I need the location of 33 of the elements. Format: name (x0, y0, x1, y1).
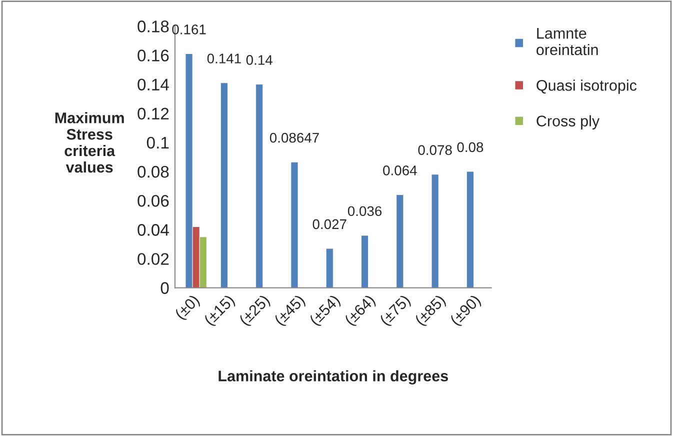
x-tick-label: (±0) (174, 294, 202, 322)
data-label: 0.036 (348, 206, 382, 216)
y-axis-title: Maximum Stress criteria values (55, 112, 124, 173)
data-label: 0.08647 (270, 132, 319, 143)
y-tick-label: 0.06 (138, 194, 169, 207)
data-label: 0.078 (418, 145, 452, 155)
data-label: 0.027 (312, 219, 346, 230)
bar (256, 84, 264, 288)
data-label: 0.08 (457, 142, 484, 152)
bar (431, 174, 439, 288)
y-tick-label: 0 (160, 282, 169, 294)
bar (396, 194, 404, 288)
legend-label: Quasi isotropic (536, 80, 637, 94)
y-tick-label: 0.1 (146, 136, 169, 149)
y-tick-label: 0.04 (138, 224, 169, 236)
data-label: 0.141 (207, 54, 241, 64)
bar (466, 171, 474, 288)
y-tick-label: 0.08 (138, 166, 169, 178)
bar (361, 235, 368, 288)
bar (290, 162, 298, 288)
y-tick-label: 0.14 (138, 78, 169, 90)
y-tick-label: 0.16 (138, 50, 169, 62)
data-label: 0.161 (172, 24, 206, 34)
legend-label: Cross ply (536, 115, 600, 130)
y-tick-label: 0.18 (138, 20, 169, 32)
data-label: 0.14 (246, 55, 272, 65)
y-tick-label: 0.02 (138, 253, 169, 265)
bar (326, 248, 334, 288)
data-label: 0.064 (383, 166, 417, 176)
x-axis-title: Laminate oreintation in degrees (218, 370, 448, 384)
legend-label: Lamnte oreintatin (536, 28, 598, 56)
bar (220, 82, 228, 288)
y-tick-label: 0.12 (138, 108, 169, 120)
